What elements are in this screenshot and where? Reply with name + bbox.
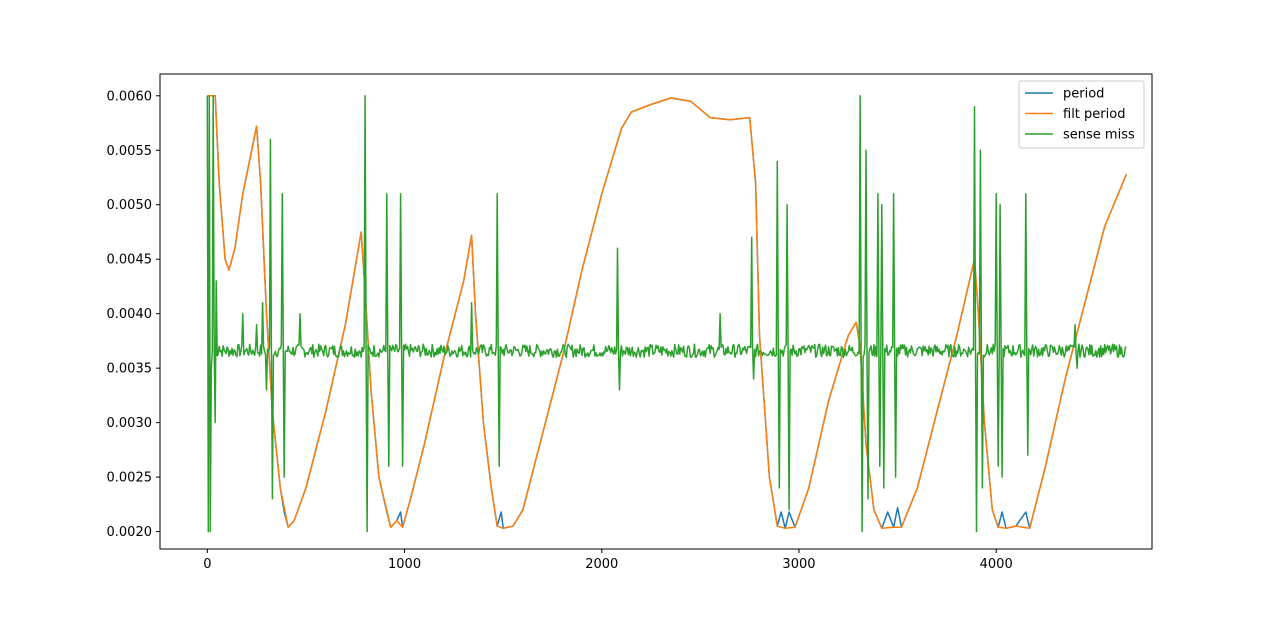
y-tick-label: 0.0025 bbox=[107, 471, 153, 486]
series-line-filt-period bbox=[207, 95, 1128, 530]
y-axis: 0.0020 0.0025 0.0030 0.0035 0.0040 0.0045 0.00… bbox=[107, 89, 160, 540]
x-tick-label: 0 bbox=[203, 557, 211, 572]
y-tick-label: 0.0060 bbox=[107, 89, 153, 104]
x-tick-label: 4000 bbox=[980, 557, 1013, 572]
y-tick-label: 0.0035 bbox=[107, 362, 153, 377]
y-tick-label: 0.0030 bbox=[107, 416, 153, 431]
plot-series bbox=[206, 95, 1128, 533]
legend-label-period: period bbox=[1063, 87, 1104, 102]
y-tick-label: 0.0050 bbox=[107, 198, 153, 213]
x-tick-label: 3000 bbox=[782, 557, 815, 572]
legend-box bbox=[1018, 80, 1145, 149]
x-axis: 0 1000 2000 3000 4000 bbox=[203, 549, 1013, 572]
x-tick-label: 2000 bbox=[585, 557, 618, 572]
y-tick-label: 0.0040 bbox=[107, 307, 153, 322]
legend-label-sense-miss: sense miss bbox=[1063, 128, 1135, 143]
x-tick-label: 1000 bbox=[388, 557, 421, 572]
plot-frame bbox=[159, 73, 1153, 550]
y-tick-label: 0.0055 bbox=[107, 144, 153, 159]
y-tick-label: 0.0020 bbox=[107, 525, 153, 540]
legend: period filt period sense miss bbox=[1018, 80, 1145, 149]
y-tick-label: 0.0045 bbox=[107, 253, 153, 268]
series-line-sense-miss bbox=[206, 95, 1127, 533]
legend-label-filt-period: filt period bbox=[1063, 107, 1125, 122]
